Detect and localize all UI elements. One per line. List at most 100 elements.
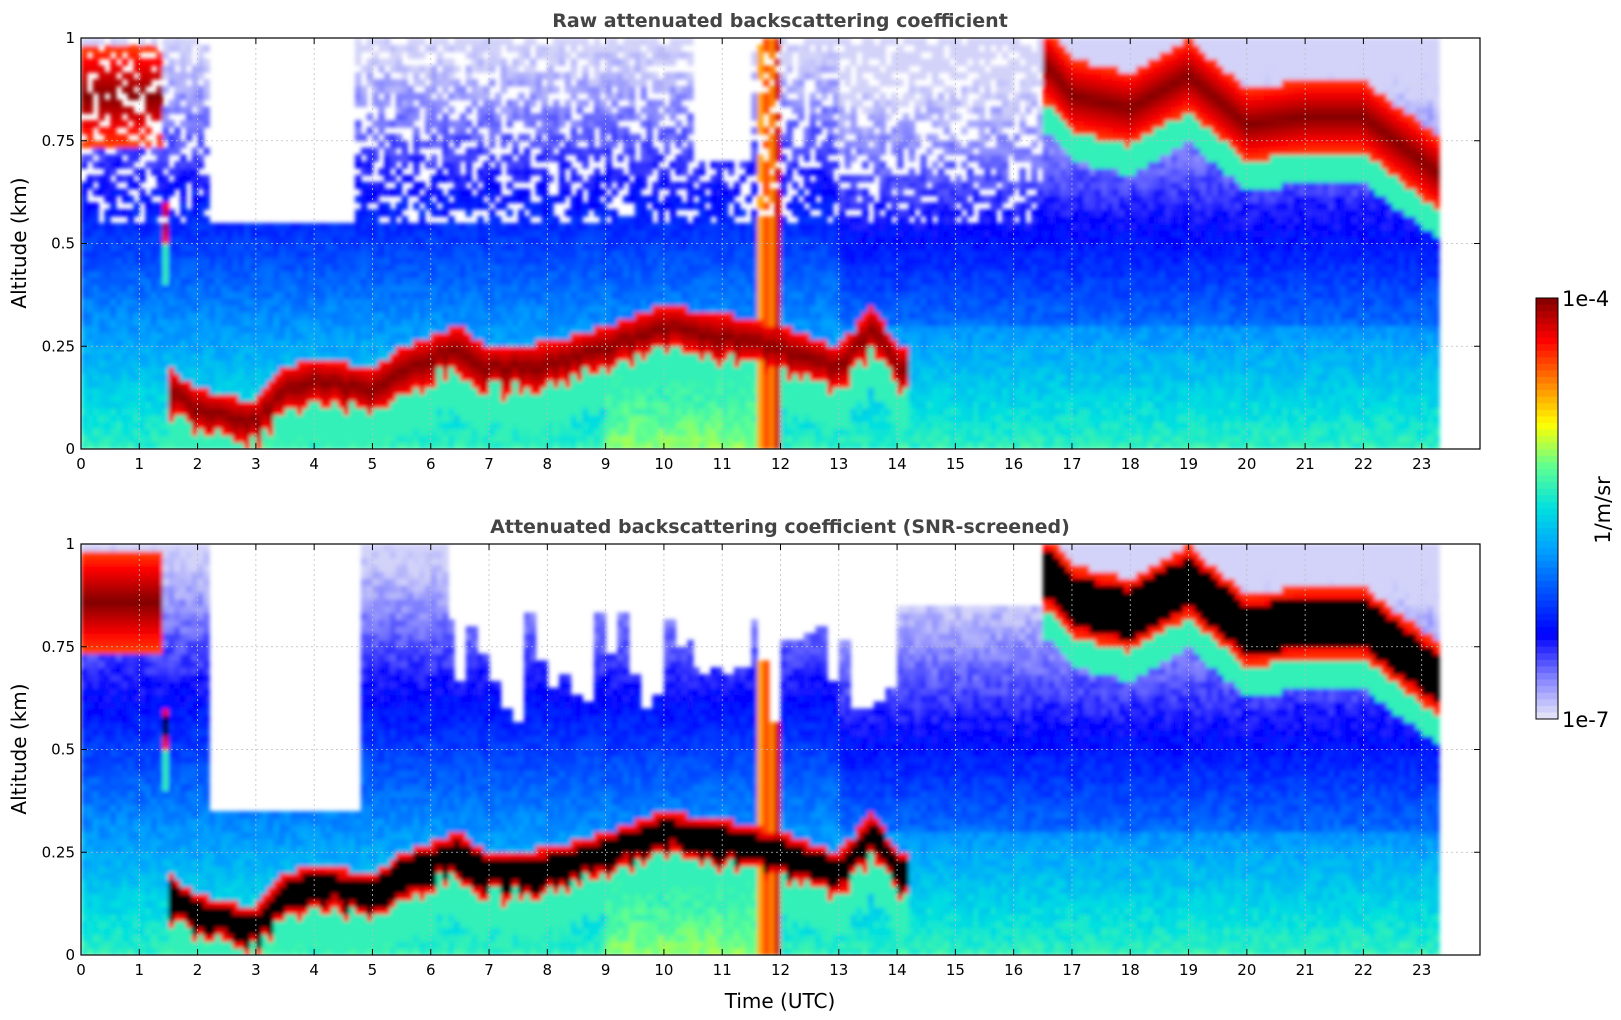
heatmap-cell xyxy=(372,312,379,320)
heatmap-cell xyxy=(395,442,403,449)
heatmap-cell xyxy=(395,79,403,87)
heatmap-cell xyxy=(541,195,548,203)
heatmap-cell xyxy=(558,312,566,320)
heatmap-cell xyxy=(209,442,216,449)
heatmap-cell xyxy=(337,380,344,388)
heatmap-cell xyxy=(191,305,199,313)
heatmap-cell xyxy=(384,414,391,423)
heatmap-cell xyxy=(372,407,379,416)
heatmap-cell xyxy=(529,325,537,334)
heatmap-cell xyxy=(215,380,222,388)
heatmap-cell xyxy=(529,243,537,251)
heatmap-cell xyxy=(320,305,327,313)
heatmap-cell xyxy=(494,359,502,368)
heatmap-cell xyxy=(465,106,473,114)
heatmap-cell xyxy=(663,222,671,231)
heatmap-cell xyxy=(343,284,350,293)
heatmap-cell xyxy=(704,181,712,190)
heatmap-cell xyxy=(145,407,152,416)
heatmap-cell xyxy=(652,373,659,382)
heatmap-cell xyxy=(681,435,688,443)
heatmap-cell xyxy=(489,394,496,402)
heatmap-cell xyxy=(448,387,455,395)
heatmap-cell xyxy=(384,168,391,176)
heatmap-cell xyxy=(512,332,519,340)
heatmap-cell xyxy=(110,202,117,210)
heatmap-cell xyxy=(354,380,362,388)
heatmap-cell xyxy=(623,257,630,265)
heatmap-cell xyxy=(524,346,531,354)
heatmap-cell xyxy=(535,229,543,238)
heatmap-cell xyxy=(489,113,496,121)
heatmap-cell xyxy=(558,106,566,114)
heatmap-cell xyxy=(110,332,117,340)
heatmap-cell xyxy=(454,85,461,94)
heatmap-cell xyxy=(139,394,146,402)
heatmap-cell xyxy=(215,414,222,423)
heatmap-cell xyxy=(244,298,251,306)
heatmap-cell xyxy=(127,140,135,149)
heatmap-cell xyxy=(104,85,111,94)
heatmap-cell xyxy=(553,380,560,388)
heatmap-cell xyxy=(465,277,473,286)
heatmap-cell xyxy=(180,181,187,190)
heatmap-cell xyxy=(337,312,344,320)
heatmap-cell xyxy=(617,401,624,409)
heatmap-cell xyxy=(593,65,601,73)
heatmap-cell xyxy=(547,216,554,224)
heatmap-cell xyxy=(535,435,543,443)
heatmap-cell xyxy=(535,270,543,279)
heatmap-cell xyxy=(389,79,397,87)
heatmap-cell xyxy=(261,373,269,382)
heatmap-cell xyxy=(430,140,438,149)
heatmap-cell xyxy=(209,236,216,245)
heatmap-cell xyxy=(302,421,309,430)
heatmap-cell xyxy=(290,298,298,306)
heatmap-cell xyxy=(302,243,309,251)
heatmap-cell xyxy=(576,195,583,203)
heatmap-cell xyxy=(494,127,502,135)
heatmap-cell xyxy=(104,154,111,162)
heatmap-cell xyxy=(127,195,135,203)
heatmap-cell xyxy=(465,236,473,245)
heatmap-cell xyxy=(110,394,117,402)
heatmap-cell xyxy=(593,407,601,416)
heatmap-cell xyxy=(226,264,234,272)
heatmap-cell xyxy=(238,407,245,416)
heatmap-cell xyxy=(529,58,537,66)
heatmap-cell xyxy=(524,312,531,320)
heatmap-cell xyxy=(162,154,170,162)
heatmap-cell xyxy=(599,373,607,382)
heatmap-cell xyxy=(81,154,88,162)
heatmap-cell xyxy=(628,229,636,238)
heatmap-cell xyxy=(331,339,339,347)
heatmap-cell xyxy=(477,373,484,382)
heatmap-cell xyxy=(646,359,653,368)
heatmap-cell xyxy=(500,264,508,272)
heatmap-cell xyxy=(250,380,257,388)
heatmap-cell xyxy=(354,442,362,449)
heatmap-cell xyxy=(255,236,263,245)
heatmap-cell xyxy=(489,305,496,313)
heatmap-cell xyxy=(576,312,583,320)
heatmap-cell xyxy=(518,414,525,423)
heatmap-cell xyxy=(593,181,601,190)
heatmap-cell xyxy=(424,428,432,436)
heatmap-cell xyxy=(617,277,624,286)
heatmap-cell xyxy=(203,428,210,436)
heatmap-cell xyxy=(203,85,210,94)
heatmap-cell xyxy=(698,394,706,402)
heatmap-cell xyxy=(588,229,595,238)
heatmap-cell xyxy=(459,291,467,299)
heatmap-cell xyxy=(693,202,700,210)
heatmap-cell xyxy=(652,229,659,238)
heatmap-cell xyxy=(553,339,560,347)
heatmap-cell xyxy=(238,394,245,402)
heatmap-cell xyxy=(582,414,589,423)
heatmap-cell xyxy=(168,38,175,46)
heatmap-cell xyxy=(663,312,671,320)
heatmap-cell xyxy=(593,209,601,217)
heatmap-cell xyxy=(413,140,420,149)
heatmap-cell xyxy=(302,435,309,443)
heatmap-cell xyxy=(384,380,391,388)
